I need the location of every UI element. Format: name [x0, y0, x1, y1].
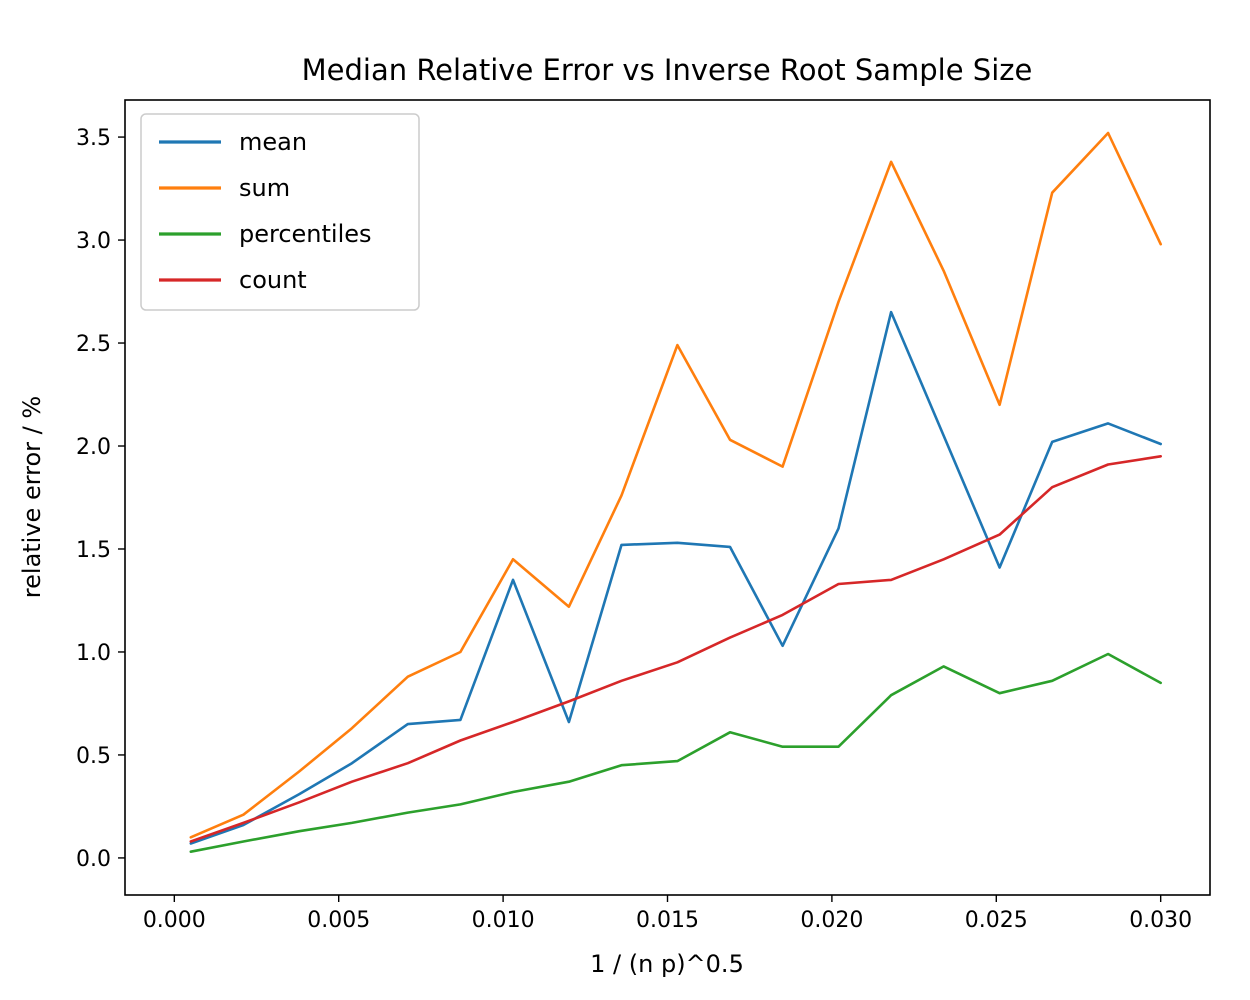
x-tick-label: 0.025	[965, 908, 1028, 933]
series-line-percentiles	[189, 652, 1162, 854]
x-tick-label: 0.000	[143, 908, 206, 933]
plot-area: 0.000 0.005 0.010 0.015 0.020 0.025 0.030 0.0 0.…	[76, 99, 1211, 933]
legend-label: count	[239, 266, 307, 294]
series-line-sum	[189, 131, 1162, 839]
legend-item-mean: mean	[159, 128, 307, 156]
series-line-count	[189, 454, 1162, 843]
series-line-mean	[189, 310, 1162, 845]
y-tick-label: 3.5	[76, 126, 111, 151]
y-tick-label: 2.0	[76, 435, 111, 460]
y-tick-label: 0.0	[76, 847, 111, 872]
y-tick-label: 0.5	[76, 744, 111, 769]
y-tick-label: 3.0	[76, 229, 111, 254]
legend-label: sum	[239, 174, 290, 202]
y-tick-label: 2.5	[76, 332, 111, 357]
y-axis-label: relative error / %	[18, 396, 46, 598]
legend-label: percentiles	[239, 220, 372, 248]
legend-box	[140, 113, 420, 311]
legend-label: mean	[239, 128, 307, 156]
legend-item-percentiles: percentiles	[159, 220, 372, 248]
legend: mean sum percentiles count	[140, 113, 420, 311]
chart-title: Median Relative Error vs Inverse Root Sa…	[302, 53, 1033, 87]
x-axis-label: 1 / (n p)^0.5	[590, 950, 744, 978]
y-tick-label: 1.5	[76, 538, 111, 563]
x-tick-label: 0.030	[1129, 908, 1192, 933]
axes-frame	[124, 99, 1211, 896]
legend-item-sum: sum	[159, 174, 290, 202]
x-tick-label: 0.010	[472, 908, 535, 933]
y-tick-label: 1.0	[76, 641, 111, 666]
x-tick-label: 0.005	[307, 908, 370, 933]
x-tick-label: 0.015	[636, 908, 699, 933]
x-tick-label: 0.020	[800, 908, 863, 933]
legend-item-count: count	[159, 266, 307, 294]
